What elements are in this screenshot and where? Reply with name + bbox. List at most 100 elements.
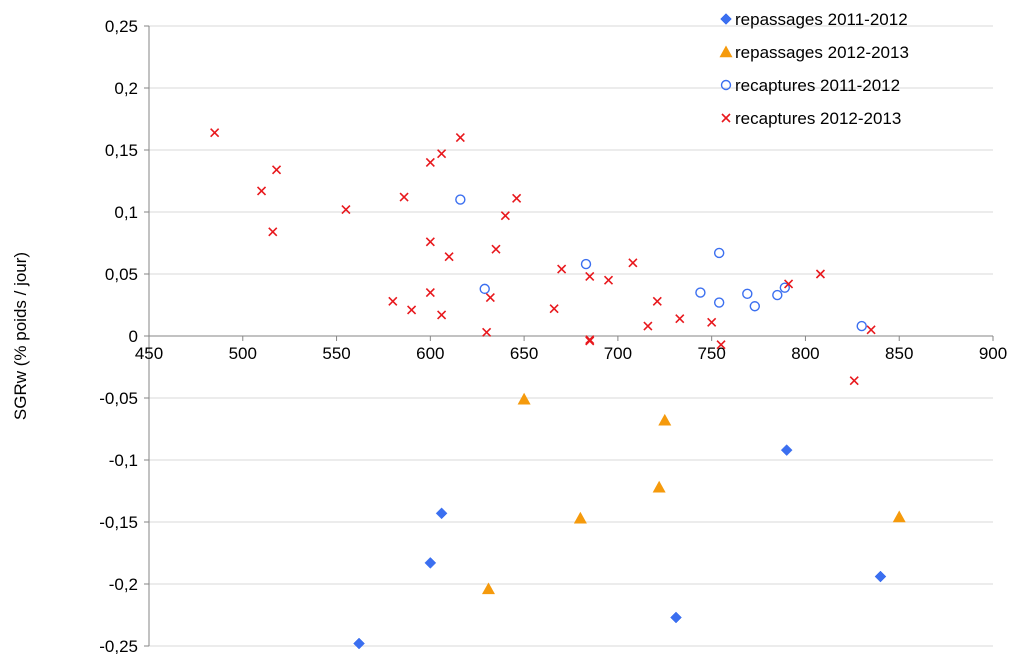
y-tick-label: -0,1 (109, 451, 138, 470)
data-point (652, 480, 666, 493)
data-point (779, 282, 791, 293)
x-tick-label: 600 (416, 344, 444, 363)
x-tick-label: 700 (604, 344, 632, 363)
y-axis-label: SGRw (% poids / jour) (11, 252, 30, 420)
data-point (549, 304, 559, 314)
data-point (716, 340, 726, 350)
data-point (849, 376, 859, 386)
y-tick-label: 0,2 (114, 79, 138, 98)
data-point (341, 204, 351, 215)
data-point (210, 128, 220, 138)
data-point (500, 211, 510, 221)
data-point (424, 557, 437, 569)
data-points (210, 128, 906, 650)
data-point (425, 288, 435, 298)
data-point (780, 444, 793, 456)
data-point (713, 297, 725, 308)
x-tick-label: 900 (979, 344, 1007, 363)
data-point (874, 570, 887, 583)
legend-marker (721, 113, 731, 123)
data-point (455, 194, 466, 205)
y-tick-label: 0 (129, 327, 138, 346)
y-tick-label: 0,1 (114, 203, 138, 222)
data-point (455, 133, 465, 143)
x-tick-label: 850 (885, 344, 913, 363)
y-tick-label: 0,25 (105, 17, 138, 36)
data-point (856, 320, 867, 332)
legend-label: recaptures 2012-2013 (735, 109, 901, 128)
data-point (707, 317, 717, 327)
data-point (437, 310, 447, 320)
data-point (742, 288, 753, 300)
data-point (628, 258, 638, 268)
series-group (455, 194, 867, 332)
data-point (573, 511, 587, 524)
data-point (783, 279, 794, 289)
data-point (658, 413, 672, 426)
data-point (425, 157, 435, 167)
data-point (512, 193, 522, 203)
data-point (603, 275, 614, 285)
x-tick-label: 650 (510, 344, 538, 363)
y-tick-label: -0,2 (109, 575, 138, 594)
data-point (268, 227, 278, 237)
data-point (256, 186, 267, 196)
data-point (585, 335, 595, 345)
data-point (399, 192, 409, 202)
x-tick-label: 750 (697, 344, 725, 363)
data-point (585, 271, 595, 282)
data-point (444, 252, 454, 262)
x-tick-label: 500 (229, 344, 257, 363)
data-point (866, 325, 876, 335)
legend-label: repassages 2012-2013 (735, 43, 909, 62)
x-tick-label: 800 (791, 344, 819, 363)
data-point (485, 292, 495, 303)
y-tick-label: 0,05 (105, 265, 138, 284)
legend-marker (720, 79, 732, 91)
x-tick-label: 450 (135, 344, 163, 363)
data-point (437, 149, 447, 159)
y-tick-label: -0,15 (99, 513, 138, 532)
data-point (643, 321, 653, 331)
data-point (695, 287, 706, 298)
series-group (481, 392, 906, 595)
y-tick-label: 0,15 (105, 141, 138, 160)
data-point (482, 327, 492, 337)
data-point (585, 336, 595, 346)
y-tick-label: -0,05 (99, 389, 138, 408)
data-point (481, 582, 495, 595)
x-tick-label: 550 (322, 344, 350, 363)
legend-label: recaptures 2011-2012 (735, 76, 900, 95)
y-tick-label: -0,25 (99, 637, 138, 654)
data-point (749, 301, 761, 312)
tick-labels: 0,25 0,2 0,15 0,1 0,05 0 -0,05 -0,1 -0,15 -0,2 -0,… (99, 17, 1007, 654)
data-point (675, 314, 685, 324)
data-point (479, 283, 490, 295)
data-point (892, 510, 906, 523)
data-point (388, 296, 398, 306)
data-point (517, 392, 531, 405)
data-point (713, 247, 725, 259)
legend: repassages 2011-2012 repassages 2012-2013… (719, 10, 909, 128)
gridlines (149, 25, 993, 647)
series-group (353, 444, 887, 650)
series-group (210, 128, 876, 386)
axes (144, 25, 994, 647)
data-point (815, 269, 826, 279)
data-point (652, 296, 662, 306)
data-point (407, 305, 417, 315)
legend-label: repassages 2011-2012 (735, 10, 908, 29)
data-point (670, 611, 682, 624)
data-point (435, 507, 448, 520)
data-point (271, 165, 282, 175)
data-point (580, 258, 592, 270)
data-point (425, 237, 435, 247)
legend-marker (719, 45, 733, 58)
data-point (491, 244, 501, 254)
data-point (772, 289, 783, 301)
data-point (557, 264, 567, 274)
data-point (353, 637, 365, 650)
legend-marker (720, 13, 732, 25)
